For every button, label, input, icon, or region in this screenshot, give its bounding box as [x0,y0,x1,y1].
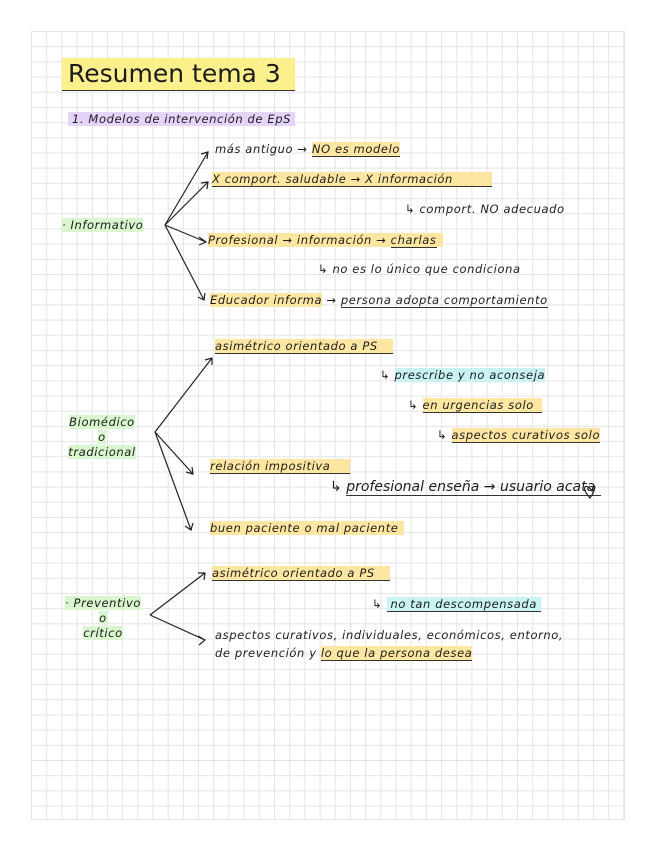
biomedico-arrows [154,357,213,531]
arrow [154,357,213,433]
arrow [164,224,206,301]
note-curativos-solo: ↳ aspectos curativos solo [437,428,601,443]
model-preventivo: · Preventivo o crítico [65,596,141,640]
arrow [149,614,207,646]
informativo-arrows [164,151,209,301]
arrow [164,224,208,246]
note-profesional-ensena: ↳ profesional enseña → usuario acata [330,476,602,498]
note-urgencias: ↳ en urgencias solo [408,398,542,413]
model-biomedico: Biomédico o tradicional [68,415,136,459]
note-mas-antiguo: más antiguo → NO es modelo [215,142,400,157]
note-asimetrico-1: asimétrico orientado a PS [215,339,393,354]
arrow [164,151,209,226]
note-asimetrico-2: asimétrico orientado a PS [212,566,390,581]
note-comport-no-adecuado: ↳ comport. NO adecuado [405,202,565,216]
arrow [154,431,194,475]
page-title: Resumen tema 3 [62,58,295,91]
note-prescribe: ↳ prescribe y no aconseja [380,368,546,382]
note-educador: Educador informa → persona adopta compor… [210,293,548,308]
note-profesional: Profesional → información → charlas [208,233,443,248]
preventivo-arrows [149,572,207,646]
note-relacion-impositiva: relación impositiva [210,459,350,474]
section-heading: 1. Modelos de intervención de EpS [68,112,296,126]
note-comport-saludable: X comport. saludable → X información [212,172,492,187]
model-informativo: · Informativo [62,218,144,232]
arrow [154,431,194,531]
heart-doodle-icon [584,485,596,499]
note-buen-mal-paciente: buen paciente o mal paciente [210,521,405,535]
note-no-unico: ↳ no es lo único que condiciona [318,262,521,276]
note-prevencion: de prevención y lo que la persona desea [215,646,473,661]
note-aspectos: aspectos curativos, individuales, económ… [215,628,564,642]
arrow [164,181,209,226]
note-no-tan-descompensada: ↳ no tan descompensada [372,597,541,612]
arrow [149,572,206,616]
